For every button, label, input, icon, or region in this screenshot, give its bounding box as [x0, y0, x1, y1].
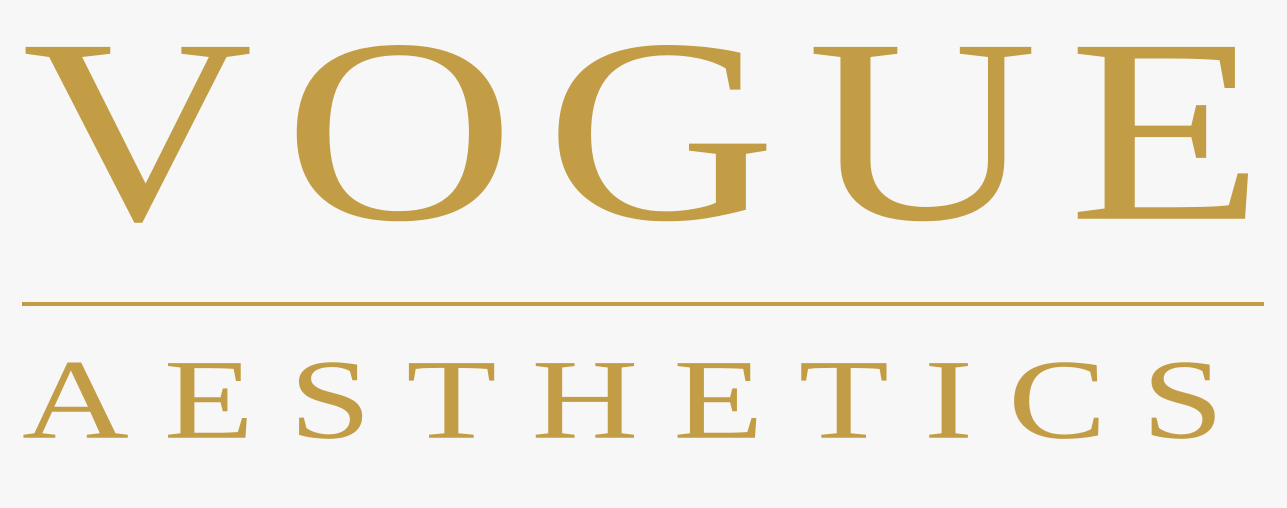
- vogue-letter-4: U: [806, 0, 1038, 276]
- vogue-letter-5: E: [1068, 0, 1264, 276]
- aesthetics-letter-9: C: [1008, 336, 1107, 464]
- aesthetics-letter-10: S: [1141, 336, 1224, 464]
- vogue-letter-3: G: [545, 0, 777, 276]
- aesthetics-letter-1: A: [22, 336, 129, 464]
- vogue-letter-1: V: [22, 0, 254, 276]
- aesthetics-letter-4: T: [406, 336, 497, 464]
- aesthetics-letter-5: H: [531, 336, 639, 464]
- logo-divider-line: [22, 302, 1264, 306]
- aesthetics-letter-3: S: [289, 336, 372, 464]
- vogue-letter-2: O: [283, 0, 515, 276]
- aesthetics-letter-7: T: [798, 336, 889, 464]
- aesthetics-letter-6: E: [673, 336, 764, 464]
- aesthetics-letter-2: E: [163, 336, 255, 464]
- aesthetics-letter-8: I: [923, 336, 974, 464]
